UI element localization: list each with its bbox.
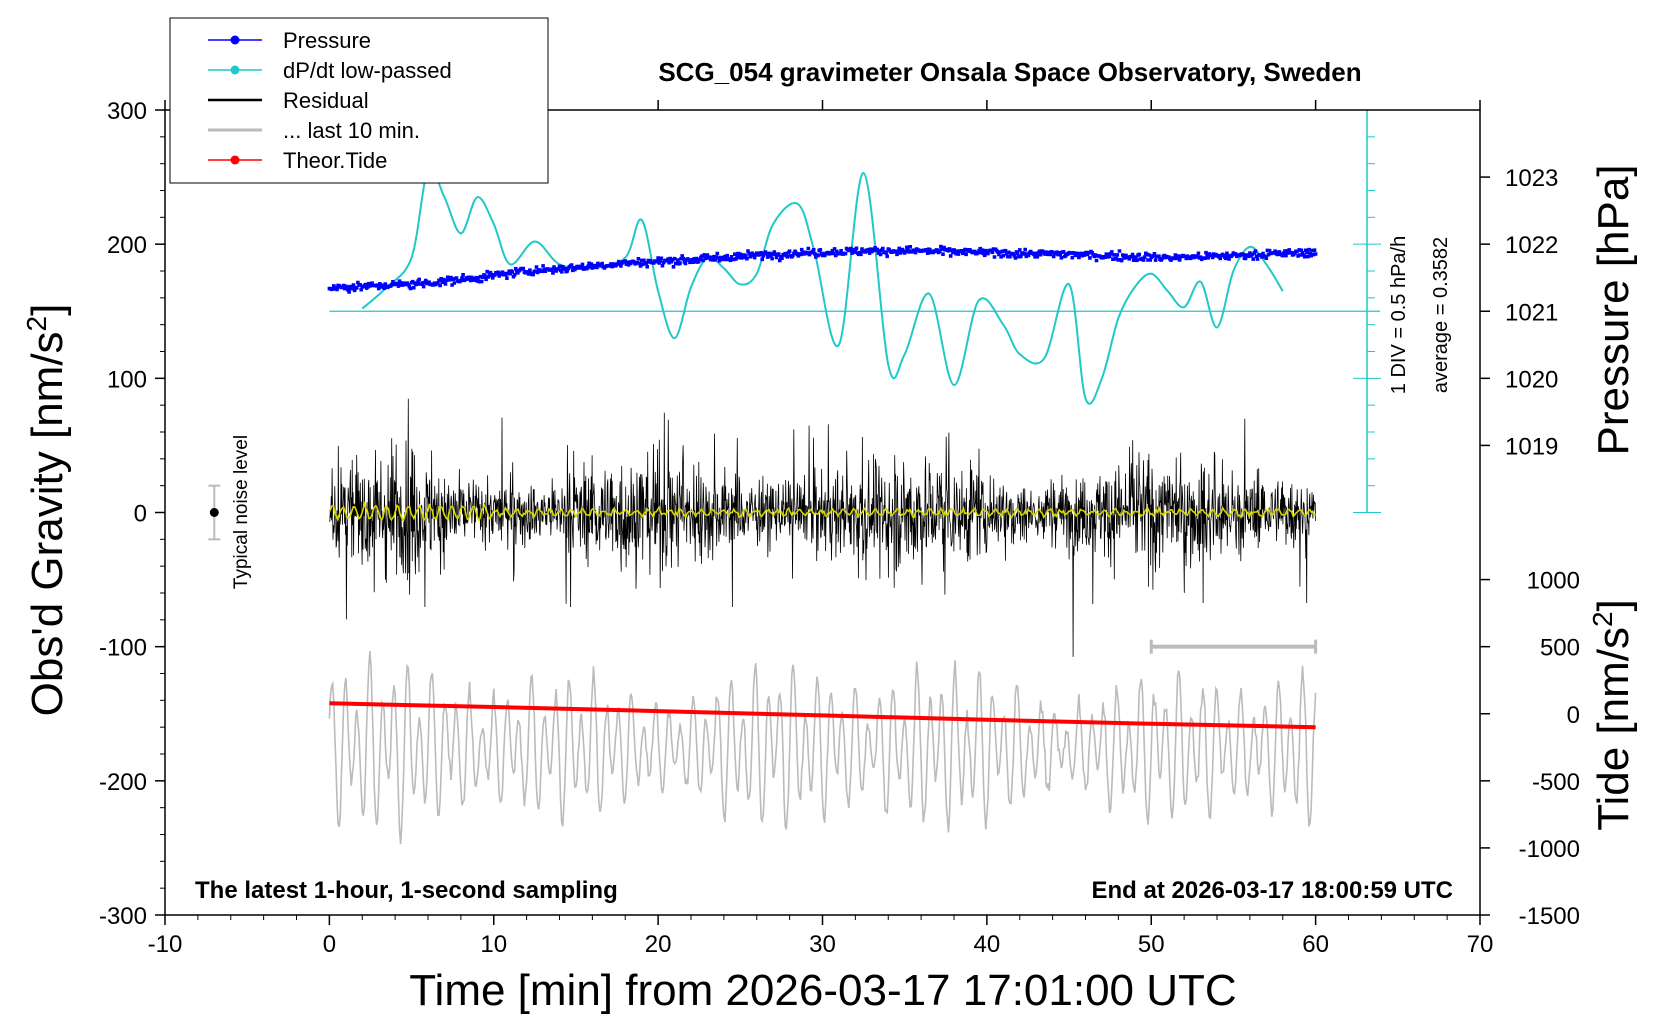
pressure-tick-label: 1021 [1505,299,1558,326]
pressure-tick-label: 1019 [1505,433,1558,460]
legend-entry-tide: Theor.Tide [208,148,387,173]
y-tick-label: -100 [99,635,147,662]
axis-ticks: -10 0 10 20 30 40 50 60 70-300-200-1000100200300… [99,98,1580,958]
x-tick-label: 0 [323,931,336,958]
y-tick-label: -300 [99,903,147,930]
legend-entry-last10: ... last 10 min. [208,118,420,143]
tide-tick-label: 0 [1567,702,1580,729]
legend-label-last10: ... last 10 min. [283,118,420,143]
y-tick-label: 200 [107,232,147,259]
x-axis-label: Time [min] from 2026-03-17 17:01:00 UTC [409,966,1236,1015]
x-tick-label: -10 [148,931,183,958]
pressure-tick-label: 1023 [1505,165,1558,192]
tide-tick-label: -500 [1532,769,1580,796]
last-10-min-series [328,651,1317,844]
scale-label: 1 DIV = 0.5 hPa/h [1388,236,1410,394]
x-tick-label: 70 [1467,931,1494,958]
tide-tick-label: -1500 [1519,903,1580,930]
bottom-left-annotation: The latest 1-hour, 1-second sampling [195,877,618,904]
theor-tide-series [329,701,1316,730]
dpdt-line [361,167,1284,405]
legend: Pressure dP/dt low-passed Residual ... l… [169,17,549,184]
chart-title: SCG_054 gravimeter Onsala Space Observat… [658,57,1361,87]
x-tick-label: 40 [974,931,1001,958]
x-tick-label: 10 [480,931,507,958]
noise-level-label: Typical noise level [231,435,252,589]
y-tick-label: -200 [99,769,147,796]
y-axis-label-tide: Tide [nm/s2] [1587,599,1638,831]
pressure-series [327,244,1318,294]
tide-tick-label: 500 [1540,635,1580,662]
y-axis-label-left: Obs'd Gravity [nm/s2] [21,304,72,717]
y-axis-label-pressure: Pressure [hPa] [1589,164,1638,455]
legend-marker-tide [230,155,240,165]
residual-line [329,398,1316,657]
legend-marker-dpdt [230,65,240,75]
tide-tick-label: 1000 [1527,568,1580,595]
last-10-min-line [328,651,1317,844]
legend-entry-residual: Residual [208,88,369,113]
x-tick-label: 60 [1302,931,1329,958]
residual-series [329,398,1316,657]
pressure-points [327,244,1318,294]
residual-smoothed-series [328,500,1317,523]
legend-label-residual: Residual [283,88,369,113]
theor-tide-line [329,701,1316,730]
legend-marker-pressure [230,35,240,45]
legend-label-pressure: Pressure [283,28,371,53]
y-tick-label: 0 [134,501,147,528]
pressure-tick-label: 1022 [1505,232,1558,259]
pressure-tick-label: 1020 [1505,366,1558,393]
x-tick-label: 30 [809,931,836,958]
legend-entry-pressure: Pressure [208,28,371,53]
legend-label-dpdt: dP/dt low-passed [283,58,452,83]
x-tick-label: 20 [645,931,672,958]
legend-entry-dpdt: dP/dt low-passed [208,58,452,83]
dpdt-series [361,167,1284,405]
residual-smoothed-line [328,500,1317,523]
x-tick-label: 50 [1138,931,1165,958]
noise-level-point [209,508,219,517]
legend-label-tide: Theor.Tide [283,148,387,173]
y-tick-label: 300 [107,98,147,125]
chart-decorations [208,109,1381,654]
average-label: average = 0.3582 [1430,237,1452,393]
tide-tick-label: -1000 [1519,836,1580,863]
bottom-right-annotation: End at 2026-03-17 18:00:59 UTC [1092,877,1454,904]
y-tick-label: 100 [107,366,147,393]
